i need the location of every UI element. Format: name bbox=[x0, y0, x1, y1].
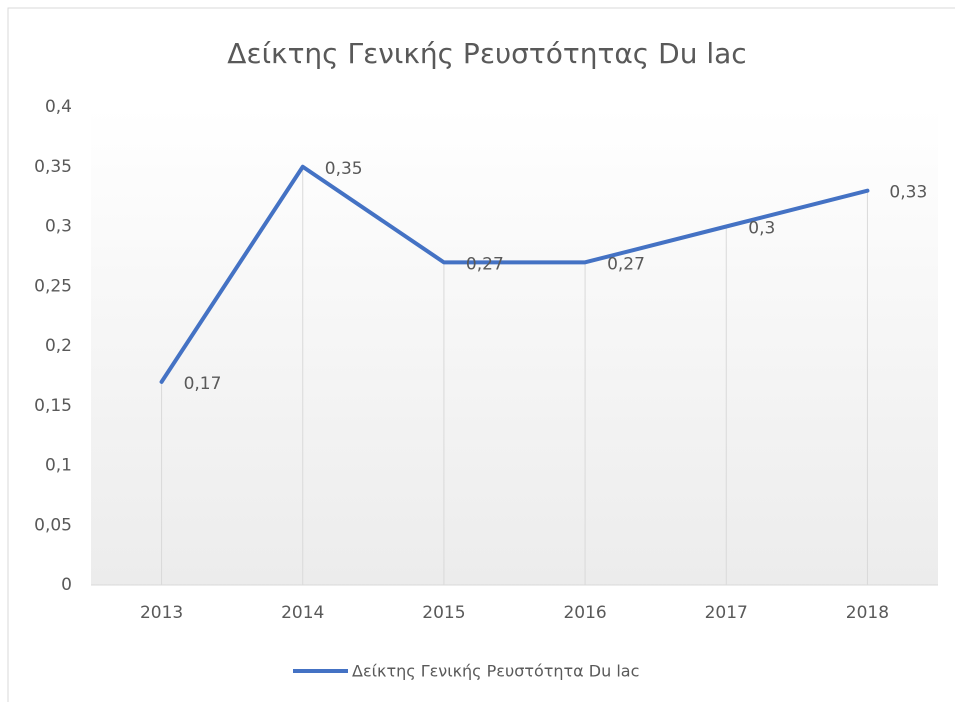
chart-border bbox=[7, 7, 955, 702]
series-line bbox=[159, 164, 870, 384]
y-tick-label: 0,2 bbox=[45, 336, 72, 356]
legend-label: Δείκτης Γενικής Ρευστότητα Du lac bbox=[352, 662, 639, 681]
y-tick-label: 0,1 bbox=[45, 456, 72, 476]
data-label: 0,35 bbox=[325, 159, 363, 179]
y-tick-label: 0,3 bbox=[45, 217, 72, 237]
x-tick-label: 2013 bbox=[140, 603, 183, 623]
x-tick-label: 2015 bbox=[422, 603, 465, 623]
data-label: 0,3 bbox=[748, 219, 775, 239]
y-tick-label: 0 bbox=[61, 575, 72, 595]
plot-area bbox=[91, 107, 938, 585]
data-label: 0,27 bbox=[466, 254, 504, 274]
data-label: 0,27 bbox=[607, 254, 645, 274]
chart-title: Δείκτης Γενικής Ρευστότητας Du lac bbox=[227, 37, 746, 70]
y-tick-label: 0,35 bbox=[34, 157, 72, 177]
x-tick-label: 2018 bbox=[846, 603, 889, 623]
y-tick-label: 0,15 bbox=[34, 396, 72, 416]
x-tick-label: 2014 bbox=[281, 603, 324, 623]
x-tick-label: 2017 bbox=[705, 603, 748, 623]
data-label: 0,17 bbox=[184, 374, 222, 394]
y-tick-label: 0,25 bbox=[34, 276, 72, 296]
data-label: 0,33 bbox=[889, 183, 927, 203]
y-tick-label: 0,05 bbox=[34, 515, 72, 535]
x-tick-label: 2016 bbox=[563, 603, 606, 623]
y-tick-label: 0,4 bbox=[45, 97, 72, 117]
